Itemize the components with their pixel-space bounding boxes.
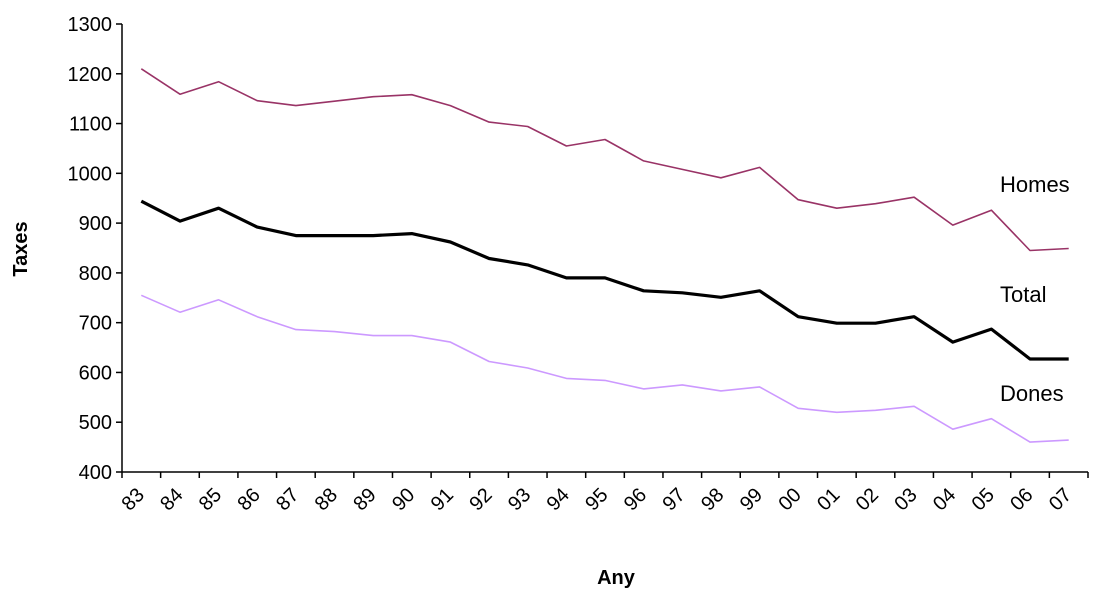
y-tick-label: 400 xyxy=(79,462,112,484)
x-tick-label: 92 xyxy=(465,484,496,515)
series-line-dones xyxy=(140,294,1069,443)
x-tick-label: 89 xyxy=(349,484,380,515)
x-tick-label: 90 xyxy=(388,484,419,515)
y-tick-label: 600 xyxy=(79,362,112,384)
x-tick-label: 98 xyxy=(697,484,728,515)
x-tick-label: 00 xyxy=(774,484,805,515)
series-label-homes: Homes xyxy=(1000,172,1070,197)
series-line-total xyxy=(140,199,1069,361)
x-tick-label: 93 xyxy=(504,484,535,515)
series-labels: Homes Total Dones xyxy=(1000,172,1070,406)
y-tick-label: 800 xyxy=(79,263,112,285)
series-lines xyxy=(140,68,1069,443)
y-tick-label: 900 xyxy=(79,213,112,235)
x-tick-label: 05 xyxy=(968,484,999,515)
x-tick-label: 06 xyxy=(1006,484,1037,515)
x-tick-label: 03 xyxy=(890,484,921,515)
x-tick-label: 94 xyxy=(543,484,574,515)
x-tick-label: 91 xyxy=(427,484,458,515)
x-axis-ticks: 83 84 85 86 87 88 89 90 91 92 93 94 95 96 97 98 99 00 01 02… xyxy=(118,472,1089,515)
x-tick-label: 83 xyxy=(118,484,149,515)
series-label-dones: Dones xyxy=(1000,381,1064,406)
y-tick-label: 500 xyxy=(79,412,112,434)
x-tick-label: 95 xyxy=(581,484,612,515)
y-tick-label: 1000 xyxy=(68,163,113,185)
x-tick-label: 99 xyxy=(736,484,767,515)
series-label-total: Total xyxy=(1000,282,1046,307)
y-tick-label: 700 xyxy=(79,313,112,335)
x-tick-label: 85 xyxy=(195,484,226,515)
x-tick-label: 96 xyxy=(620,484,651,515)
y-axis-ticks: 400 500 600 700 800 900 1000 1100 1200 1300 xyxy=(68,14,122,484)
x-axis-title: Any xyxy=(597,567,636,589)
x-tick-label: 07 xyxy=(1045,484,1076,515)
x-tick-label: 88 xyxy=(311,484,342,515)
y-axis-title: Taxes xyxy=(10,221,32,276)
x-tick-label: 86 xyxy=(233,484,264,515)
y-tick-label: 1300 xyxy=(68,14,113,36)
x-tick-label: 02 xyxy=(852,484,883,515)
x-tick-label: 84 xyxy=(156,484,187,515)
x-tick-label: 97 xyxy=(659,484,690,515)
y-tick-label: 1100 xyxy=(69,114,112,136)
x-tick-label: 04 xyxy=(929,484,960,515)
y-tick-label: 1200 xyxy=(68,64,113,86)
x-tick-label: 01 xyxy=(813,484,844,515)
series-line-homes xyxy=(140,68,1069,252)
x-tick-label: 87 xyxy=(272,484,303,515)
